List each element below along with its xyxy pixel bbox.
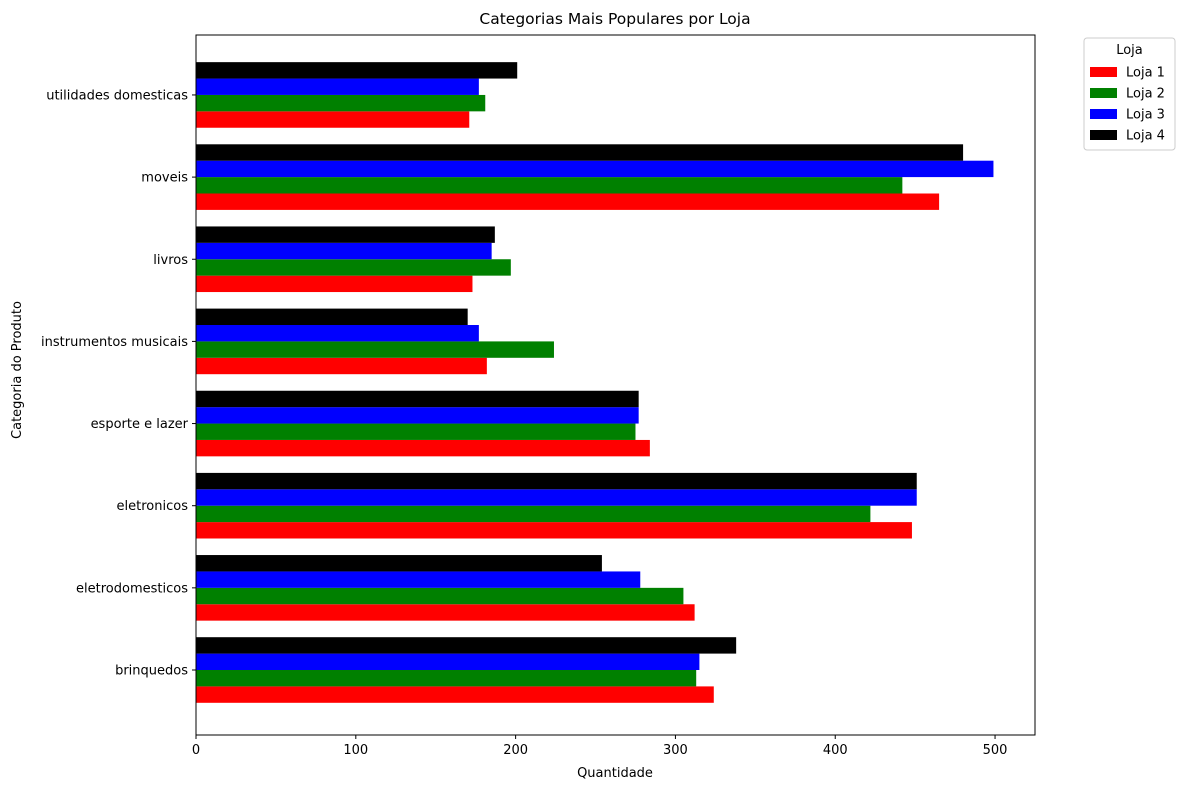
bar-loja-1-instrumentos-musicais [196, 357, 487, 375]
x-tick-label: 0 [192, 743, 200, 758]
bar-loja-2-eletronicos [196, 505, 871, 523]
legend-swatch-loja-4 [1090, 130, 1117, 140]
bar-loja-2-brinquedos [196, 670, 697, 687]
bar-loja-4-esporte-e-lazer [196, 390, 639, 408]
legend-box [1083, 37, 1176, 151]
legend-label-loja-3: Loja 3 [1126, 108, 1165, 123]
bar-loja-3-brinquedos [196, 653, 700, 670]
bar-loja-1-eletronicos [196, 522, 912, 539]
y-tick-label: brinquedos [115, 664, 188, 679]
bar-loja-2-instrumentos-musicais [196, 341, 554, 358]
y-tick-label: eletrodomesticos [76, 581, 188, 596]
bar-loja-4-brinquedos [196, 637, 737, 654]
bar-loja-3-utilidades-domesticas [196, 78, 479, 95]
x-tick-label: 300 [663, 743, 688, 758]
bar-loja-2-utilidades-domesticas [196, 94, 486, 112]
bar-loja-2-livros [196, 259, 511, 276]
bars-group [196, 62, 994, 703]
x-axis-label: Quantidade [577, 766, 653, 781]
bar-loja-4-instrumentos-musicais [196, 308, 468, 325]
bar-loja-3-instrumentos-musicais [196, 325, 479, 342]
bar-loja-2-eletrodomesticos [196, 587, 684, 605]
bar-loja-1-brinquedos [196, 686, 714, 703]
bar-loja-4-eletronicos [196, 472, 917, 490]
bar-loja-3-livros [196, 242, 492, 260]
y-tick-label: utilidades domesticas [46, 88, 188, 103]
y-tick-label: instrumentos musicais [41, 335, 188, 350]
bar-loja-3-moveis [196, 160, 994, 178]
legend-swatch-loja-2 [1090, 88, 1117, 98]
bar-loja-3-eletrodomesticos [196, 571, 641, 588]
bar-loja-2-esporte-e-lazer [196, 423, 636, 440]
legend-swatch-loja-3 [1090, 109, 1117, 119]
plot-frame [195, 34, 1036, 736]
y-axis-ticks: brinquedos eletrodomesticos eletronicos esp… [41, 88, 196, 679]
legend: Loja Loja 1 Loja 2 Loja 3 Loja 4 [1083, 37, 1176, 151]
bar-loja-3-eletronicos [196, 489, 917, 506]
bar-loja-4-utilidades-domesticas [196, 62, 518, 79]
bar-loja-1-eletrodomesticos [196, 604, 695, 621]
bar-loja-3-esporte-e-lazer [196, 407, 639, 424]
bar-loja-4-livros [196, 226, 495, 243]
y-tick-label: eletronicos [117, 499, 189, 514]
y-tick-label: esporte e lazer [91, 417, 189, 432]
x-tick-label: 200 [503, 743, 528, 758]
x-tick-label: 100 [343, 743, 368, 758]
y-tick-label: moveis [141, 171, 188, 186]
bar-loja-1-esporte-e-lazer [196, 439, 650, 457]
bar-loja-2-moveis [196, 177, 903, 194]
bar-loja-4-moveis [196, 144, 964, 161]
legend-label-loja-1: Loja 1 [1126, 66, 1165, 81]
y-axis-label: Categoria do Produto [10, 301, 25, 439]
legend-label-loja-4: Loja 4 [1126, 129, 1165, 144]
bar-loja-4-eletrodomesticos [196, 555, 602, 572]
bar-loja-1-moveis [196, 193, 940, 210]
legend-swatch-loja-1 [1090, 67, 1117, 77]
x-axis-ticks: 0 100 200 300 400 500 [192, 735, 1008, 758]
x-tick-label: 400 [823, 743, 848, 758]
legend-label-loja-2: Loja 2 [1126, 87, 1165, 102]
bar-loja-1-livros [196, 275, 473, 293]
y-tick-label: livros [153, 253, 188, 268]
x-tick-label: 500 [983, 743, 1008, 758]
bar-loja-1-utilidades-domesticas [196, 111, 470, 128]
chart-title: Categorias Mais Populares por Loja [479, 10, 750, 28]
legend-title: Loja [1116, 43, 1143, 58]
